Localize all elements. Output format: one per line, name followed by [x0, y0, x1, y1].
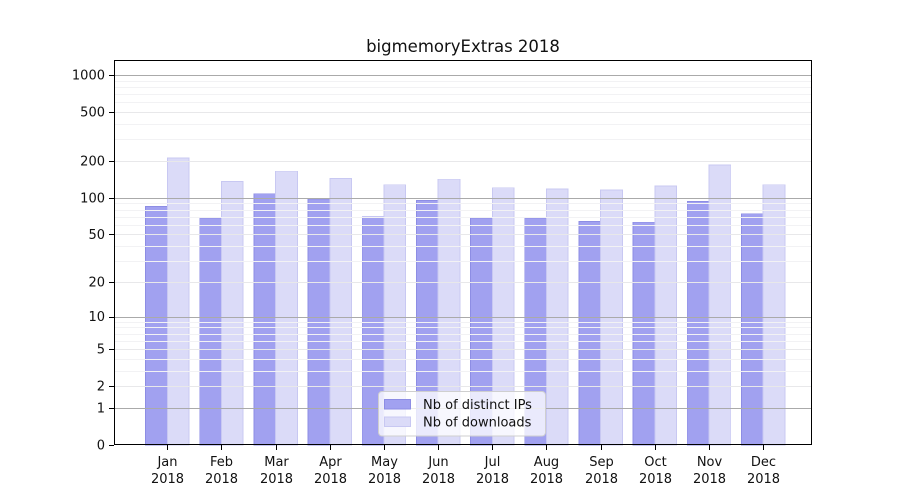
- x-tick-label-year-jan: 2018: [151, 472, 184, 487]
- bar-downloads-feb: [221, 181, 244, 446]
- x-tick-label-month-apr: Apr: [319, 455, 342, 470]
- x-tick-label-year-sep: 2018: [585, 472, 618, 487]
- x-tick-label-month-feb: Feb: [210, 455, 233, 470]
- bar-downloads-dec: [762, 184, 786, 446]
- x-tick-label-month-jan: Jan: [156, 455, 177, 470]
- x-tick-label-year-nov: 2018: [693, 472, 726, 487]
- y-tick-label-100: 100: [80, 191, 105, 206]
- x-tick-label-month-oct: Oct: [644, 455, 666, 470]
- y-tick-label-2: 2: [97, 380, 105, 395]
- bar-downloads-nov: [708, 164, 732, 446]
- bar-ips-jan: [145, 205, 168, 446]
- x-tick-label-month-aug: Aug: [534, 455, 559, 470]
- x-tick-label-year-mar: 2018: [260, 472, 293, 487]
- x-tick-label-month-jul: Jul: [484, 455, 501, 470]
- legend-swatch-ips: [384, 399, 411, 410]
- chart-title: bigmemoryExtras 2018: [366, 37, 560, 56]
- x-tick-label-month-mar: Mar: [264, 455, 289, 470]
- x-tick-label-month-jun: Jun: [427, 455, 448, 470]
- legend-label-ips: Nb of distinct IPs: [423, 398, 532, 413]
- x-tick-label-year-oct: 2018: [639, 472, 672, 487]
- y-tick-label-200: 200: [80, 154, 105, 169]
- x-tick-label-year-dec: 2018: [747, 472, 780, 487]
- x-tick-label-year-may: 2018: [368, 472, 401, 487]
- y-tick-label-50: 50: [88, 228, 105, 243]
- legend-swatch-downloads: [384, 416, 411, 427]
- bar-ips-feb: [199, 217, 222, 446]
- y-tick-label-10: 10: [88, 310, 105, 325]
- x-tick-label-year-feb: 2018: [205, 472, 238, 487]
- y-tick-label-500: 500: [80, 106, 105, 121]
- y-tick-label-20: 20: [88, 275, 105, 290]
- y-tick-label-0: 0: [97, 439, 105, 454]
- x-tick-label-year-aug: 2018: [530, 472, 563, 487]
- legend-box: [378, 391, 546, 437]
- bar-downloads-oct: [654, 185, 677, 446]
- bar-ips-oct: [632, 221, 656, 446]
- y-tick-label-1000: 1000: [72, 69, 105, 84]
- x-tick-label-month-dec: Dec: [751, 455, 776, 470]
- plot-border: [114, 60, 812, 445]
- legend-label-downloads: Nb of downloads: [423, 415, 532, 430]
- bar-downloads-jan: [166, 157, 190, 446]
- bar-ips-dec: [741, 213, 764, 446]
- bar-ips-mar: [253, 193, 277, 446]
- x-tick-label-year-jul: 2018: [476, 472, 509, 487]
- x-tick-label-year-apr: 2018: [314, 472, 347, 487]
- bar-downloads-apr: [329, 178, 352, 446]
- y-tick-label-1: 1: [97, 401, 105, 416]
- x-tick-label-month-may: May: [371, 455, 398, 470]
- bar-downloads-mar: [275, 170, 298, 446]
- y-tick-label-5: 5: [97, 343, 105, 358]
- bar-ips-sep: [578, 220, 602, 446]
- x-tick-label-month-sep: Sep: [589, 455, 614, 470]
- x-tick-label-month-nov: Nov: [697, 455, 723, 470]
- x-tick-label-year-jun: 2018: [422, 472, 455, 487]
